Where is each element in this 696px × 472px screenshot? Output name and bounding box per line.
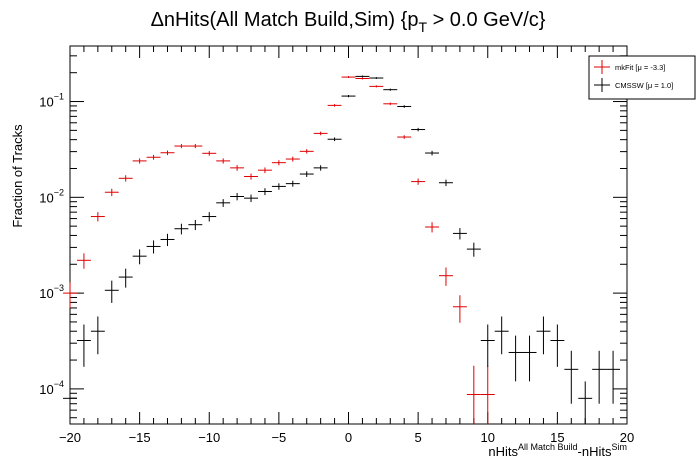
data-point bbox=[425, 222, 440, 233]
data-point bbox=[216, 199, 231, 207]
data-point bbox=[285, 156, 300, 162]
data-point bbox=[299, 171, 314, 177]
data-point bbox=[606, 350, 621, 404]
data-point bbox=[369, 77, 384, 79]
data-point bbox=[174, 223, 189, 235]
data-point bbox=[439, 179, 453, 187]
data-point bbox=[327, 137, 342, 142]
data-point bbox=[216, 158, 231, 164]
y-axis-label: Fraction of Tracks bbox=[10, 124, 25, 228]
data-point bbox=[341, 76, 356, 79]
data-point bbox=[466, 365, 481, 424]
x-axis: −20 −15 −10 −5 0 5 10 15 20 bbox=[59, 46, 634, 445]
data-point bbox=[174, 144, 189, 149]
data-point bbox=[355, 75, 370, 78]
data-point bbox=[536, 316, 551, 355]
data-point bbox=[146, 154, 161, 160]
data-point bbox=[230, 165, 245, 171]
legend-box bbox=[588, 55, 696, 100]
data-point bbox=[369, 85, 384, 88]
data-point bbox=[480, 324, 495, 367]
data-point bbox=[188, 219, 203, 231]
data-point bbox=[188, 144, 203, 149]
data-point bbox=[202, 212, 217, 222]
x-tick-label: 0 bbox=[345, 430, 352, 445]
data-point bbox=[76, 253, 91, 269]
data-point bbox=[411, 178, 426, 185]
data-point bbox=[160, 233, 175, 247]
data-point bbox=[411, 127, 426, 132]
data-point bbox=[508, 335, 523, 382]
data-point bbox=[132, 249, 147, 265]
x-tick-label: 5 bbox=[415, 430, 422, 445]
data-point bbox=[480, 365, 495, 424]
data-point bbox=[271, 183, 286, 190]
data-point bbox=[313, 131, 328, 136]
data-point bbox=[299, 149, 314, 154]
legend: mkFit [μ = -3.3] CMSSW [μ = 1.0] bbox=[588, 55, 696, 100]
data-point bbox=[494, 316, 509, 355]
data-point bbox=[202, 151, 217, 156]
y-tick-label: 10−1 bbox=[39, 92, 64, 110]
x-tick-label: −10 bbox=[198, 430, 220, 445]
data-point bbox=[439, 267, 453, 286]
data-point bbox=[244, 173, 258, 180]
data-point bbox=[244, 194, 258, 203]
data-point bbox=[63, 381, 77, 424]
data-point bbox=[383, 102, 398, 106]
x-axis-label: nHitsAll Match Build-nHitsSim bbox=[488, 442, 627, 459]
data-point bbox=[257, 167, 272, 174]
series-cmssw bbox=[63, 75, 621, 424]
x-tick-label: −20 bbox=[59, 430, 81, 445]
y-axis: 10−4 10−3 10−2 10−1 bbox=[39, 55, 627, 419]
legend-entry-cmssw: CMSSW [μ = 1.0] bbox=[594, 78, 673, 92]
data-point bbox=[104, 188, 119, 197]
y-tick-label: 10−3 bbox=[39, 283, 64, 301]
legend-label-mkfit: mkFit [μ = -3.3] bbox=[615, 63, 665, 72]
data-point bbox=[271, 160, 286, 166]
data-point bbox=[383, 88, 398, 91]
data-point bbox=[313, 165, 328, 171]
data-point bbox=[104, 280, 119, 303]
legend-entry-mkfit: mkFit [μ = -3.3] bbox=[594, 60, 665, 74]
data-point bbox=[160, 150, 175, 156]
x-tick-label: 20 bbox=[620, 430, 634, 445]
chart-title: ΔnHits(All Match Build,Sim) {pT > 0.0 Ge… bbox=[151, 9, 546, 35]
data-point bbox=[230, 192, 245, 201]
x-tick-label: 15 bbox=[550, 430, 564, 445]
data-point bbox=[550, 324, 565, 367]
data-point bbox=[452, 228, 467, 240]
data-point bbox=[355, 77, 370, 80]
series-layer bbox=[63, 75, 621, 424]
data-point bbox=[578, 381, 593, 424]
data-point bbox=[76, 324, 91, 367]
data-point bbox=[118, 268, 133, 288]
series-mkfit bbox=[63, 76, 495, 424]
legend-label-cmssw: CMSSW [μ = 1.0] bbox=[615, 81, 673, 90]
data-point bbox=[285, 180, 300, 187]
data-point bbox=[63, 282, 77, 308]
data-point bbox=[90, 212, 105, 222]
data-point bbox=[132, 158, 147, 164]
data-point bbox=[397, 135, 412, 139]
y-tick-label: 10−2 bbox=[39, 187, 64, 205]
data-point bbox=[564, 350, 579, 404]
data-point bbox=[466, 242, 481, 257]
x-tick-label: −15 bbox=[129, 430, 151, 445]
y-tick-label: 10−4 bbox=[39, 379, 64, 397]
x-tick-label: 10 bbox=[481, 430, 495, 445]
data-point bbox=[327, 104, 342, 107]
data-point bbox=[522, 335, 537, 382]
data-point bbox=[90, 316, 105, 355]
data-point bbox=[341, 95, 356, 98]
data-point bbox=[397, 105, 412, 108]
data-point bbox=[425, 150, 440, 156]
data-point bbox=[452, 295, 467, 323]
data-point bbox=[118, 175, 133, 182]
data-point bbox=[257, 188, 272, 196]
data-point bbox=[592, 350, 607, 404]
data-point bbox=[146, 240, 161, 254]
x-tick-label: −5 bbox=[271, 430, 286, 445]
